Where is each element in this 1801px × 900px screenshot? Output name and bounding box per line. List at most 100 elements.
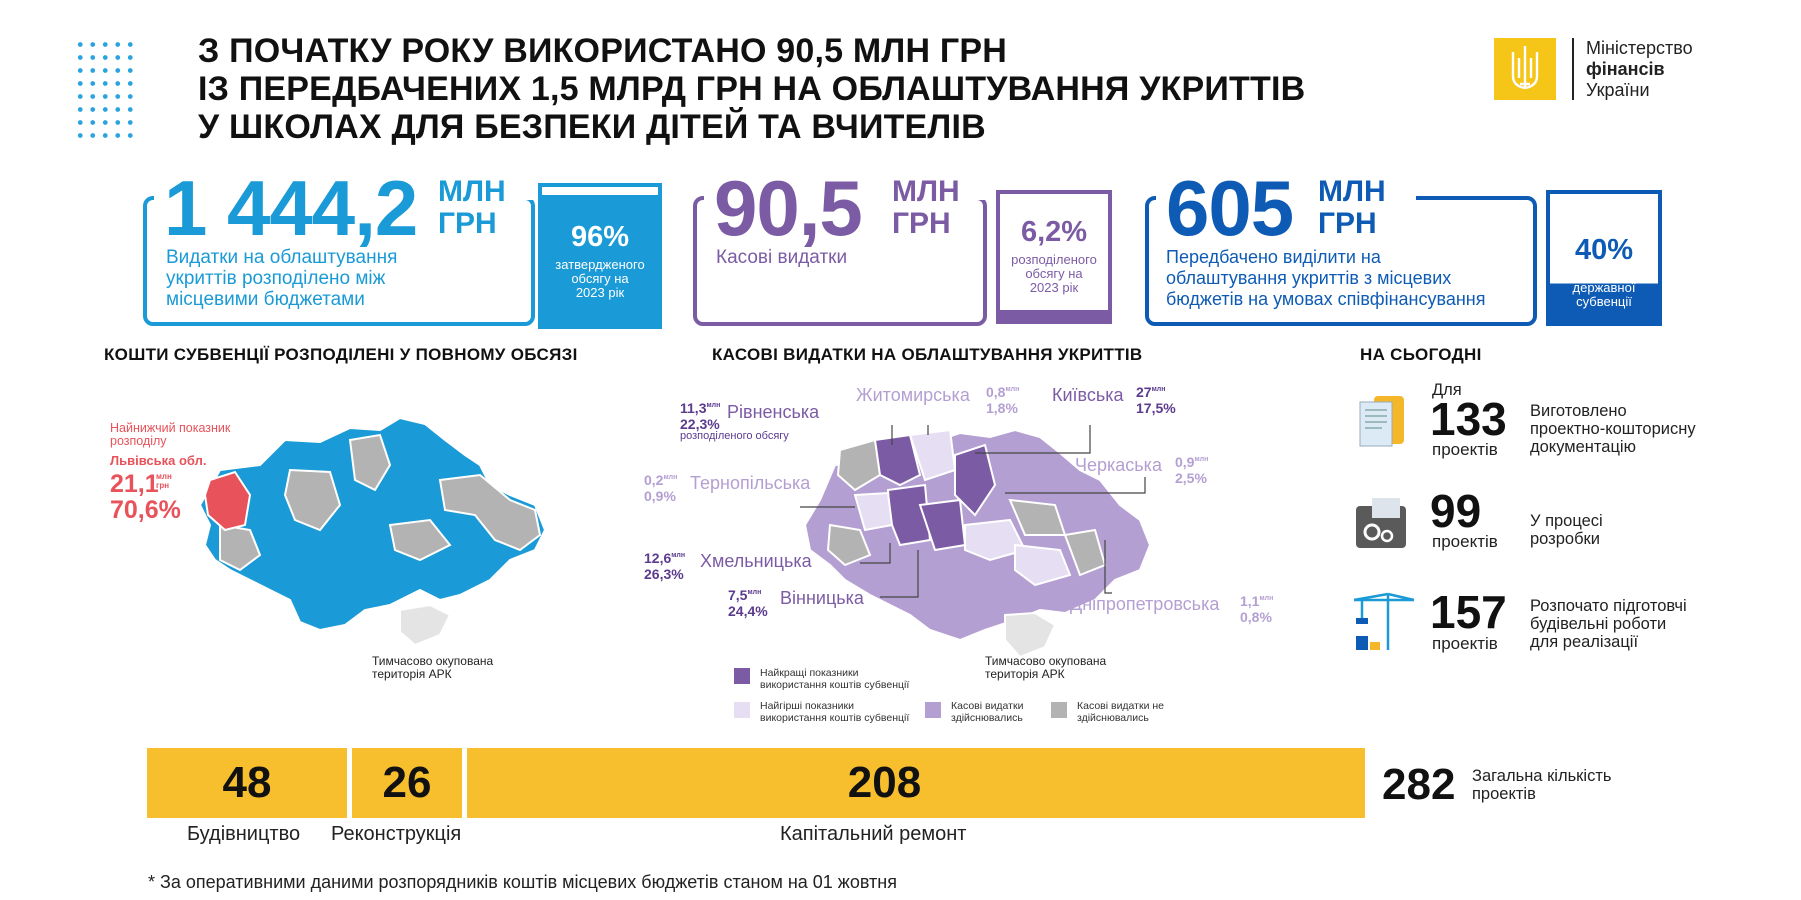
leader-lines [800, 425, 1146, 598]
desc-line: Розпочато підготовчі [1530, 597, 1687, 615]
ministry-line-2: фінансів [1586, 59, 1665, 79]
cherkasy-values: 0,9млн 2,5% [1175, 452, 1208, 486]
rivne-values: 11,3млн 22,3% [680, 398, 720, 432]
unit-mln: млн [663, 474, 678, 481]
percent-desc: державної [1572, 280, 1636, 295]
decorative-dot-grid [74, 38, 136, 142]
today-projects-label: проектів [1432, 532, 1498, 551]
legend-line: здійснювались [1077, 712, 1149, 724]
khmelnytskyi-values: 12,6млн 26,3% [644, 548, 685, 582]
card-notch [704, 188, 986, 200]
desc-line: Видатки на облаштування [166, 247, 398, 268]
legend-line: Касові видатки [951, 700, 1024, 712]
label-line: Загальна кількість [1472, 767, 1612, 785]
map-region-gray [826, 523, 872, 567]
kpi-desc-distributed: Видатки на облаштування укриттів розподі… [166, 247, 397, 310]
percent-desc: 2023 рік [1029, 280, 1079, 295]
unit-line: млн [156, 472, 172, 481]
legend-label-none: Касові видатки не здійснювались [1077, 700, 1164, 724]
desc-line: місцевими бюджетами [166, 289, 365, 310]
title-line-1: З ПОЧАТКУ РОКУ ВИКОРИСТАНО 90,5 МЛН ГРН [198, 32, 1007, 70]
trident-logo-icon [1494, 38, 1556, 100]
region-percent: 0,8% [1240, 609, 1272, 625]
map-region-gray [283, 468, 342, 532]
bar-value-reconstruction: 26 [382, 758, 432, 807]
kpi-percent-box-distributed: 96% затвердженого обсягу на 2023 рік [538, 183, 662, 329]
ministry-line-1: Міністерство [1586, 38, 1693, 58]
percent-desc: розподіленого [1011, 252, 1097, 267]
percent-value: 96% [570, 221, 630, 253]
bar-value-construction: 48 [222, 758, 272, 807]
map-region-gray [348, 433, 392, 492]
desc-line: У процесі [1530, 512, 1603, 530]
bar-capital [467, 748, 1365, 818]
map-region-gray [438, 473, 542, 552]
kpi-unit-grn: ГРН [1318, 207, 1377, 240]
desc-line: укриттів розподілено між [166, 268, 386, 289]
bar-construction [147, 748, 347, 818]
total-projects-value: 282 [1382, 760, 1456, 809]
lowest-region-amount: 21,1 [110, 470, 159, 498]
region-amount: 1,1 [1240, 593, 1260, 609]
percent-value: 6,2% [1020, 216, 1088, 248]
region-percent: 17,5% [1136, 400, 1176, 416]
map-crimea [1004, 611, 1057, 659]
total-projects-label: Загальна кількість проектів [1472, 767, 1611, 803]
dnipro-values: 1,1млн 0,8% [1240, 591, 1273, 625]
region-percent: 1,8% [986, 400, 1018, 416]
ministry-name: Міністерство фінансів України [1586, 38, 1693, 101]
region-percent: 24,4% [728, 603, 768, 619]
document-folder-icon [1359, 396, 1404, 447]
region-note-rivne: розподіленого обсягу [680, 430, 789, 442]
note-line: Тимчасово окупована [985, 654, 1107, 668]
region-label-kyiv: Київська [1052, 385, 1124, 405]
region-label-rivne: Рівненська [727, 402, 820, 422]
title-line-2: ІЗ ПЕРЕДБАЧЕНИХ 1,5 МЛРД ГРН НА ОБЛАШТУВ… [198, 70, 1306, 108]
desc-line: будівельні роботи [1530, 615, 1667, 633]
region-amount: 7,5 [728, 587, 748, 603]
region-label-ternopil: Тернопільська [690, 473, 811, 493]
note-line: територія АРК [985, 667, 1065, 681]
footnote: * За оперативними даними розпорядників к… [148, 872, 897, 892]
desc-line: облаштування укриттів з місцевих [1166, 268, 1452, 288]
section-title-cash: КАСОВІ ВИДАТКИ НА ОБЛАШТУВАННЯ УКРИТТІВ [712, 345, 1143, 364]
percent-desc: субвенції [1576, 294, 1632, 309]
desc-line: Виготовлено [1530, 402, 1627, 420]
bar-label-reconstruction: Реконструкція [331, 823, 462, 845]
unit-mln: млн [671, 552, 686, 559]
title-line-3: У ШКОЛАХ ДЛЯ БЕЗПЕКИ ДІТЕЙ ТА ВЧИТЕЛІВ [198, 108, 986, 146]
today-projects-label: проектів [1432, 634, 1498, 653]
today-desc-1: Виготовлено проектно-кошторисну документ… [1530, 402, 1696, 456]
logo-divider [1572, 38, 1574, 100]
zhytomyr-values: 0,8млн 1,8% [986, 382, 1019, 416]
kpi-desc-cofinancing: Передбачено виділити на облаштування укр… [1166, 247, 1486, 310]
kpi-unit-grn: ГРН [892, 207, 951, 240]
legend-line: Найгірші показники [760, 700, 854, 712]
today-count-99: 99 [1430, 485, 1482, 537]
percent-desc: обсягу на [571, 271, 629, 286]
map-region-best [873, 433, 922, 487]
legend-line: Найкращі показники [760, 667, 859, 679]
page-title: З ПОЧАТКУ РОКУ ВИКОРИСТАНО 90,5 МЛН ГРН … [198, 32, 1305, 146]
lowest-region-percent: 70,6% [110, 496, 181, 524]
desc-line: Передбачено виділити на [1166, 247, 1381, 267]
kpi-value-distributed: 1 444,2 [164, 164, 418, 252]
unit-mln: млн [747, 589, 762, 596]
percent-desc: обсягу на [1025, 266, 1083, 281]
region-percent: 22,3% [680, 416, 720, 432]
card-notch [1156, 188, 1416, 200]
legend-swatch-none [1051, 702, 1067, 718]
card-notch [154, 188, 534, 200]
bar-label-construction: Будівництво [187, 823, 301, 845]
region-amount: 27 [1136, 384, 1152, 400]
bar-reconstruction [352, 748, 462, 818]
region-amount: 0,9 [1175, 454, 1195, 470]
today-count-133: 133 [1430, 393, 1507, 445]
desc-line: бюджетів на умовах співфінансування [1166, 289, 1486, 309]
region-label-vinnytsia: Вінницька [780, 588, 864, 608]
region-percent: 2,5% [1175, 470, 1207, 486]
region-percent: 26,3% [644, 566, 684, 582]
legend-label-best: Найкращі показники використання коштів с… [760, 667, 909, 691]
unit-mln: млн [1259, 595, 1274, 602]
gears-folder-icon [1356, 498, 1406, 548]
